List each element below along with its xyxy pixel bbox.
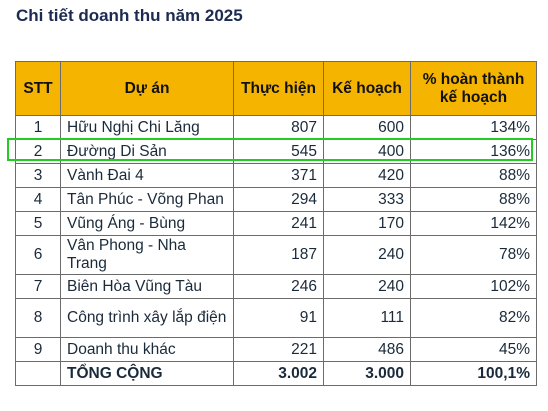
- table-header-row: STT Dự án Thực hiện Kế hoạch % hoàn thàn…: [15, 61, 537, 116]
- cell-actual: 221: [233, 337, 324, 362]
- table-row: 7 Biên Hòa Vũng Tàu 246 240 102%: [15, 274, 537, 299]
- cell-project: Doanh thu khác: [60, 337, 234, 362]
- cell-project: Tân Phúc - Võng Phan: [60, 187, 234, 212]
- cell-percent: 134%: [410, 115, 537, 140]
- cell-stt: 6: [15, 235, 61, 275]
- cell-stt: 7: [15, 274, 61, 299]
- cell-actual: 187: [233, 235, 324, 275]
- table-row: 8 Công trình xây lắp điện 91 111 82%: [15, 298, 537, 338]
- cell-stt: 4: [15, 187, 61, 212]
- cell-percent: 142%: [410, 211, 537, 236]
- cell-project: Vũng Áng - Bùng: [60, 211, 234, 236]
- cell-actual: 545: [233, 139, 324, 164]
- cell-plan: 486: [323, 337, 411, 362]
- cell-plan: 240: [323, 274, 411, 299]
- cell-plan: 400: [323, 139, 411, 164]
- cell-percent: 78%: [410, 235, 537, 275]
- table-row: 1 Hữu Nghị Chi Lăng 807 600 134%: [15, 115, 537, 140]
- table-row-highlighted: 2 Đường Di Sản 545 400 136%: [15, 139, 537, 164]
- cell-project: Hữu Nghị Chi Lăng: [60, 115, 234, 140]
- total-label: TỔNG CỘNG: [60, 361, 234, 386]
- cell-plan: 600: [323, 115, 411, 140]
- header-plan: Kế hoạch: [323, 61, 411, 116]
- cell-stt: 9: [15, 337, 61, 362]
- cell-actual: 246: [233, 274, 324, 299]
- header-actual: Thực hiện: [233, 61, 324, 116]
- revenue-table: STT Dự án Thực hiện Kế hoạch % hoàn thàn…: [15, 61, 537, 386]
- cell-actual: 371: [233, 163, 324, 188]
- cell-project: Vân Phong - Nha Trang: [60, 235, 234, 275]
- table-row: 3 Vành Đai 4 371 420 88%: [15, 163, 537, 188]
- cell-percent: 136%: [410, 139, 537, 164]
- total-plan: 3.000: [323, 361, 411, 386]
- cell-plan: 420: [323, 163, 411, 188]
- total-actual: 3.002: [233, 361, 324, 386]
- cell-actual: 241: [233, 211, 324, 236]
- cell-project: Vành Đai 4: [60, 163, 234, 188]
- table-row: 6 Vân Phong - Nha Trang 187 240 78%: [15, 235, 537, 275]
- table-row: 4 Tân Phúc - Võng Phan 294 333 88%: [15, 187, 537, 212]
- cell-stt: 8: [15, 298, 61, 338]
- total-percent: 100,1%: [410, 361, 537, 386]
- header-percent: % hoàn thành kế hoạch: [410, 61, 537, 116]
- cell-stt: 3: [15, 163, 61, 188]
- cell-stt: 5: [15, 211, 61, 236]
- cell-plan: 170: [323, 211, 411, 236]
- cell-stt: 2: [15, 139, 61, 164]
- table-row: 5 Vũng Áng - Bùng 241 170 142%: [15, 211, 537, 236]
- cell-percent: 45%: [410, 337, 537, 362]
- cell-plan: 240: [323, 235, 411, 275]
- header-percent-line1: % hoàn thành: [422, 70, 525, 88]
- header-stt: STT: [15, 61, 61, 116]
- cell-plan: 111: [323, 298, 411, 338]
- cell-percent: 88%: [410, 163, 537, 188]
- cell-actual: 294: [233, 187, 324, 212]
- cell-actual: 807: [233, 115, 324, 140]
- cell-stt: 1: [15, 115, 61, 140]
- page-title: Chi tiết doanh thu năm 2025: [16, 6, 243, 25]
- table-row: 9 Doanh thu khác 221 486 45%: [15, 337, 537, 362]
- cell-plan: 333: [323, 187, 411, 212]
- cell-actual: 91: [233, 298, 324, 338]
- cell-project: Công trình xây lắp điện: [60, 298, 234, 338]
- cell-stt-empty: [15, 361, 61, 386]
- cell-percent: 82%: [410, 298, 537, 338]
- cell-project: Đường Di Sản: [60, 139, 234, 164]
- header-percent-line2: kế hoạch: [439, 88, 508, 106]
- cell-percent: 88%: [410, 187, 537, 212]
- cell-percent: 102%: [410, 274, 537, 299]
- total-row: TỔNG CỘNG 3.002 3.000 100,1%: [15, 361, 537, 386]
- cell-project: Biên Hòa Vũng Tàu: [60, 274, 234, 299]
- header-project: Dự án: [60, 61, 234, 116]
